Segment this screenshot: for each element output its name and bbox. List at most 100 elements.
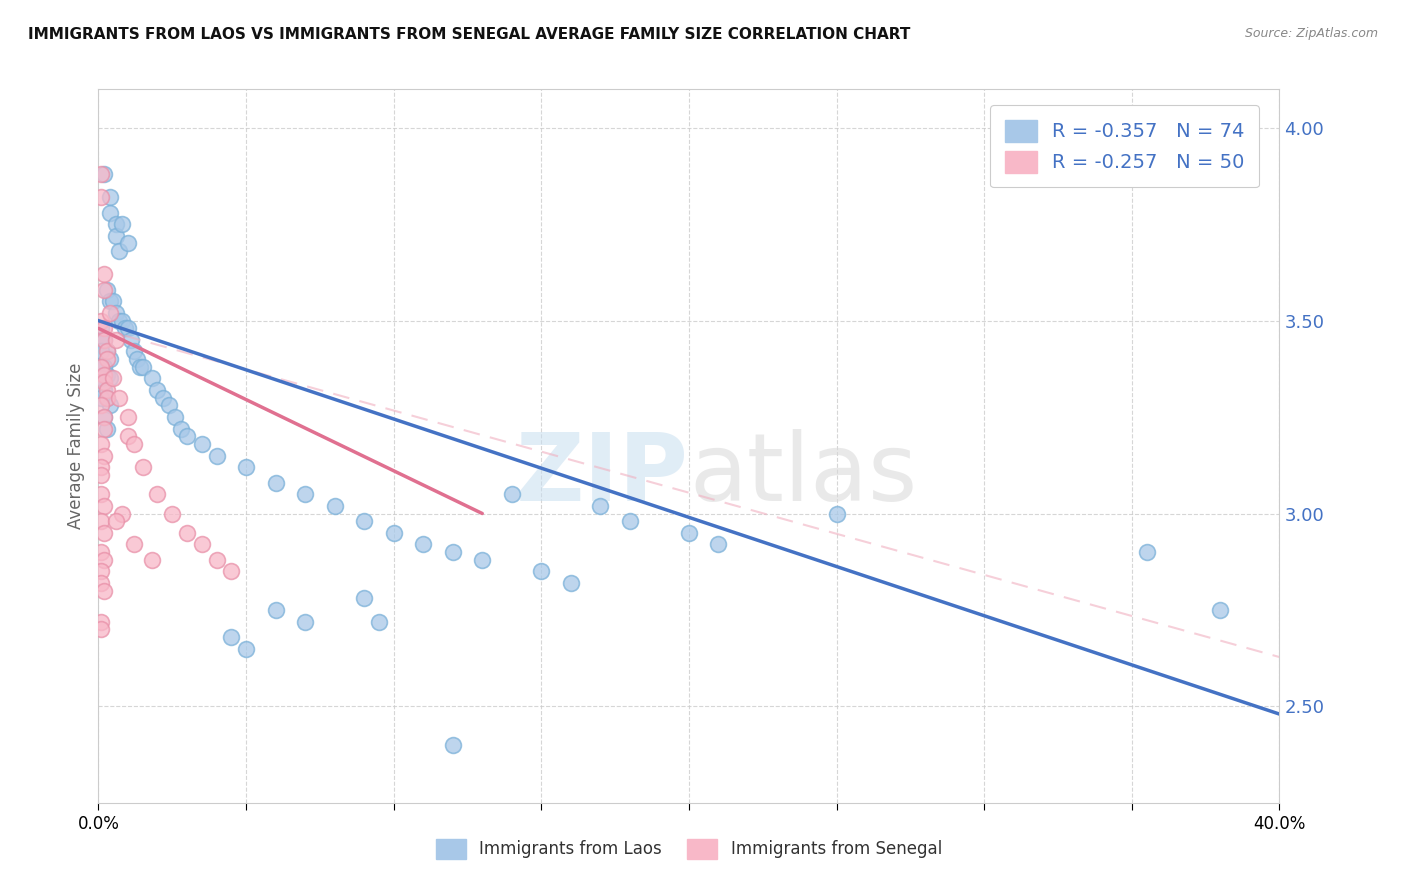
- Point: [103, 371, 125, 385]
- Point: [471, 553, 494, 567]
- Point: [93, 359, 115, 374]
- Point: [111, 217, 134, 231]
- Point: [264, 603, 287, 617]
- Point: [146, 487, 169, 501]
- Point: [105, 217, 128, 231]
- Point: [128, 359, 150, 374]
- Legend: Immigrants from Laos, Immigrants from Senegal: Immigrants from Laos, Immigrants from Se…: [429, 832, 949, 866]
- Point: [111, 507, 134, 521]
- Point: [93, 449, 115, 463]
- Point: [105, 333, 128, 347]
- Point: [96, 283, 118, 297]
- Point: [90, 622, 112, 636]
- Point: [93, 583, 115, 598]
- Point: [122, 344, 145, 359]
- Point: [90, 190, 112, 204]
- Point: [176, 525, 198, 540]
- Point: [132, 359, 155, 374]
- Point: [170, 422, 193, 436]
- Point: [353, 591, 375, 606]
- Point: [105, 306, 128, 320]
- Point: [141, 553, 163, 567]
- Point: [93, 525, 115, 540]
- Point: [90, 359, 112, 374]
- Point: [90, 514, 112, 528]
- Point: [205, 449, 228, 463]
- Point: [122, 537, 145, 551]
- Point: [235, 460, 257, 475]
- Point: [114, 321, 136, 335]
- Point: [132, 460, 155, 475]
- Text: ZIP: ZIP: [516, 428, 689, 521]
- Point: [117, 429, 139, 443]
- Point: [1135, 545, 1157, 559]
- Y-axis label: Average Family Size: Average Family Size: [66, 363, 84, 529]
- Point: [108, 244, 131, 259]
- Point: [96, 344, 118, 359]
- Point: [98, 205, 121, 219]
- Point: [90, 615, 112, 629]
- Point: [146, 383, 169, 397]
- Point: [93, 499, 115, 513]
- Point: [619, 514, 641, 528]
- Point: [93, 553, 115, 567]
- Point: [90, 467, 112, 482]
- Point: [93, 321, 115, 335]
- Point: [93, 410, 115, 425]
- Point: [707, 537, 730, 551]
- Point: [103, 294, 125, 309]
- Point: [90, 167, 112, 181]
- Point: [191, 437, 214, 451]
- Point: [90, 487, 112, 501]
- Point: [191, 537, 214, 551]
- Text: atlas: atlas: [689, 428, 917, 521]
- Point: [90, 545, 112, 559]
- Point: [96, 383, 118, 397]
- Point: [96, 344, 118, 359]
- Point: [412, 537, 434, 551]
- Point: [117, 321, 139, 335]
- Point: [825, 507, 848, 521]
- Text: IMMIGRANTS FROM LAOS VS IMMIGRANTS FROM SENEGAL AVERAGE FAMILY SIZE CORRELATION : IMMIGRANTS FROM LAOS VS IMMIGRANTS FROM …: [28, 27, 911, 42]
- Point: [105, 514, 128, 528]
- Point: [93, 167, 115, 181]
- Point: [162, 507, 183, 521]
- Point: [368, 615, 391, 629]
- Point: [96, 391, 118, 405]
- Point: [96, 391, 118, 405]
- Point: [98, 190, 121, 204]
- Point: [323, 499, 346, 513]
- Text: Source: ZipAtlas.com: Source: ZipAtlas.com: [1244, 27, 1378, 40]
- Point: [90, 321, 112, 335]
- Point: [1209, 603, 1232, 617]
- Point: [441, 738, 464, 752]
- Point: [117, 410, 139, 425]
- Point: [93, 333, 115, 347]
- Point: [93, 422, 115, 436]
- Point: [90, 391, 112, 405]
- Point: [90, 576, 112, 591]
- Point: [589, 499, 612, 513]
- Point: [105, 228, 128, 243]
- Point: [90, 313, 112, 327]
- Point: [90, 460, 112, 475]
- Point: [93, 368, 115, 382]
- Point: [90, 359, 112, 374]
- Point: [98, 294, 121, 309]
- Point: [96, 352, 118, 367]
- Point: [125, 352, 148, 367]
- Point: [120, 333, 142, 347]
- Point: [93, 283, 115, 297]
- Point: [678, 525, 700, 540]
- Point: [111, 313, 134, 327]
- Point: [441, 545, 464, 559]
- Point: [294, 487, 316, 501]
- Point: [560, 576, 582, 591]
- Point: [93, 268, 115, 282]
- Point: [90, 371, 112, 385]
- Point: [264, 475, 287, 490]
- Point: [157, 399, 180, 413]
- Point: [165, 410, 187, 425]
- Point: [98, 306, 121, 320]
- Point: [90, 565, 112, 579]
